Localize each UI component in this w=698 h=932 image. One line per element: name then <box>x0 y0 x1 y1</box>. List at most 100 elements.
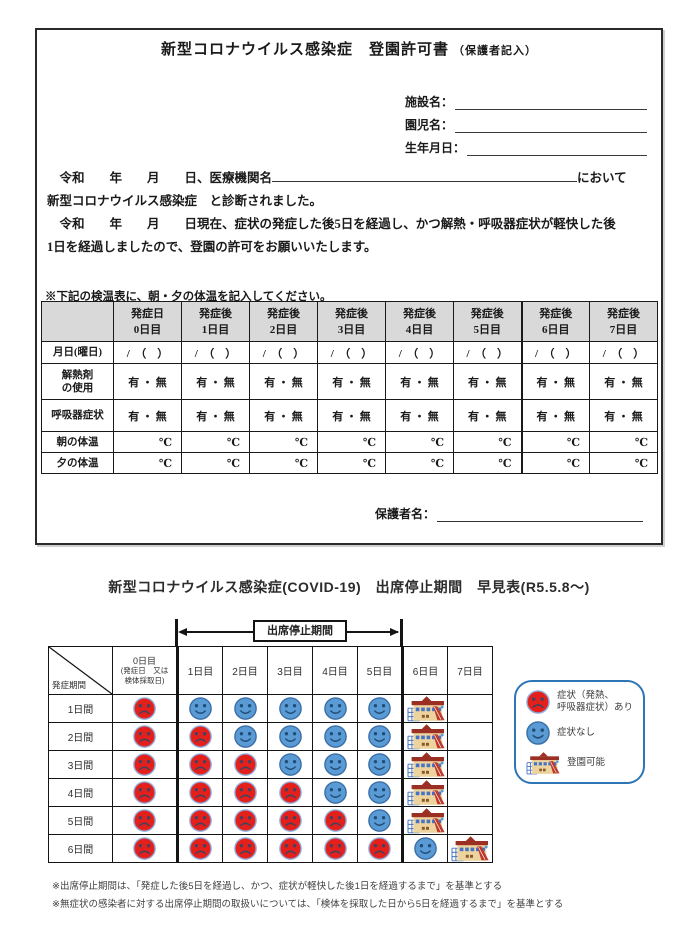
well-face-icon <box>233 725 257 748</box>
temp-row: 朝の体温 ℃ ℃ ℃ ℃ ℃ ℃ ℃ ℃ <box>41 431 658 453</box>
grid-row-label: 1日間 <box>48 694 113 723</box>
grid-row: 5日間 <box>48 806 493 835</box>
temp-cell: ℃ <box>113 452 182 474</box>
well-face-icon <box>189 697 212 720</box>
grid-cell-well <box>357 694 403 723</box>
temp-cell: ℃ <box>249 431 318 453</box>
temp-cell: ℃ <box>317 452 386 474</box>
well-face-icon <box>368 809 391 832</box>
sick-face-icon <box>278 837 302 860</box>
temp-day-header: 発症日 0日目 <box>113 301 182 342</box>
grid-cell-sick <box>357 834 403 863</box>
temp-cell: 有 ・ 無 <box>520 399 590 432</box>
grid-row: 1日間 <box>48 694 493 723</box>
grid-cell-well <box>267 694 313 723</box>
grid-cell-sick <box>112 778 178 807</box>
temp-day-header: 発症後 7日目 <box>589 301 658 342</box>
grid-cell-well <box>357 722 403 751</box>
temp-cell: 有 ・ 無 <box>181 363 250 400</box>
legend-item: 登園可能 <box>525 751 636 775</box>
temp-cell: 有 ・ 無 <box>113 363 182 400</box>
grid-row-label: 3日間 <box>48 750 113 779</box>
temp-cell: / （ ） <box>113 341 182 364</box>
permission-form: 新型コロナウイルス感染症 登園許可書 （保護者記入） 施設名： 園児名： 生年月日… <box>35 28 663 545</box>
grid-cell-school <box>447 834 493 863</box>
child-name-label: 園児名： <box>405 118 454 132</box>
temperature-note: ※下記の検温表に、朝・夕の体温を記入してください。 <box>45 291 332 303</box>
grid-row: 2日間 <box>48 722 493 751</box>
birthdate-field: 生年月日： <box>405 133 647 156</box>
hospital-name-line <box>272 168 578 182</box>
temp-day-header: 発症後 4日目 <box>385 301 454 342</box>
guardian-field: 保護者名： <box>375 505 643 522</box>
grid-cell-school <box>401 694 448 723</box>
temp-day-header: 発症後 6日目 <box>520 301 590 342</box>
temp-cell: / （ ） <box>249 341 318 364</box>
sick-face-icon <box>233 753 257 776</box>
grid-cell-sick <box>176 722 223 751</box>
grid-row-label: 6日間 <box>48 834 113 863</box>
grid-cell-well <box>312 750 358 779</box>
temp-row-label: 朝の体温 <box>41 431 114 453</box>
grid-cell-well <box>267 750 313 779</box>
temp-row-label: 解熱剤 の使用 <box>41 363 114 400</box>
sick-face-icon <box>189 837 212 860</box>
well-face-icon <box>278 725 302 748</box>
grid-cell-well <box>222 694 268 723</box>
well-face-icon <box>233 697 257 720</box>
form-title: 新型コロナウイルス感染症 登園許可書 （保護者記入） <box>37 38 661 59</box>
grid-row-label: 2日間 <box>48 722 113 751</box>
grid-day-header: 3日目 <box>267 646 313 695</box>
temp-cell: / （ ） <box>589 341 658 364</box>
sick-face-icon <box>189 725 212 748</box>
temp-header-row: 発症日 0日目 発症後 1日目 発症後 2日目 発症後 3日目 発症後 4日目 発症後 5日目 発症後 6… <box>41 301 658 342</box>
legend-item-label: 症状（発熱、 呼吸器症状）あり <box>557 690 634 713</box>
grid-cell-sick <box>222 778 268 807</box>
legend-item: 症状（発熱、 呼吸器症状）あり <box>525 689 636 715</box>
temp-cell: 有 ・ 無 <box>589 399 658 432</box>
temp-cell: 有 ・ 無 <box>249 399 318 432</box>
temp-cell: / （ ） <box>181 341 250 364</box>
sick-face-icon <box>133 837 156 860</box>
grid-cell-empty <box>447 778 493 807</box>
sick-face-icon <box>278 781 302 804</box>
identity-fields: 施設名： 園児名： 生年月日： <box>405 87 647 156</box>
school-icon <box>407 808 445 834</box>
sick-face-icon <box>233 809 257 832</box>
legend-item: 症状なし <box>525 720 636 746</box>
grid-row: 6日間 <box>48 834 493 863</box>
sick-face-icon <box>189 809 212 832</box>
diagnosis-line-1: 令和 年 月 日、医療機関名 において <box>47 167 655 190</box>
form-title-text: 新型コロナウイルス感染症 登園許可書 <box>160 42 449 58</box>
grid-cell-well <box>312 722 358 751</box>
grid-cell-school <box>401 750 448 779</box>
grid-row-label: 4日間 <box>48 778 113 807</box>
grid-cell-well <box>267 722 313 751</box>
grid-cell-sick <box>267 778 313 807</box>
grid-day-header: 7日目 <box>447 646 493 695</box>
temp-cell: ℃ <box>249 452 318 474</box>
temperature-table: 発症日 0日目 発症後 1日目 発症後 2日目 発症後 3日目 発症後 4日目 発症後 5日目 発症後 6… <box>41 301 658 474</box>
grid-cell-sick <box>222 806 268 835</box>
grid-cell-sick <box>112 694 178 723</box>
temp-cell: ℃ <box>589 431 658 453</box>
grid-cell-school <box>401 722 448 751</box>
child-name-input-line <box>455 116 647 133</box>
well-face-icon <box>323 753 347 776</box>
grid-cell-school <box>401 778 448 807</box>
facility-name-input-line <box>455 93 647 110</box>
sick-face-icon <box>133 809 156 832</box>
sick-face-icon <box>189 753 212 776</box>
temp-row-label: 呼吸器症状 <box>41 399 114 432</box>
sick-face-icon <box>323 837 347 860</box>
grid-day-header: 5日目 <box>357 646 403 695</box>
sick-face-icon <box>368 837 391 860</box>
footnote-2: ※無症状の感染者に対する出席停止期間の取扱いについては、「検体を採取した日から5… <box>52 899 564 910</box>
grid-cell-sick <box>312 834 358 863</box>
grid-cell-sick <box>222 834 268 863</box>
temp-cell: 有 ・ 無 <box>385 399 454 432</box>
temp-day-header: 発症後 3日目 <box>317 301 386 342</box>
grid-cell-sick <box>112 806 178 835</box>
facility-name-label: 施設名： <box>405 95 454 109</box>
temp-row-label: 月日(曜日) <box>41 341 114 364</box>
